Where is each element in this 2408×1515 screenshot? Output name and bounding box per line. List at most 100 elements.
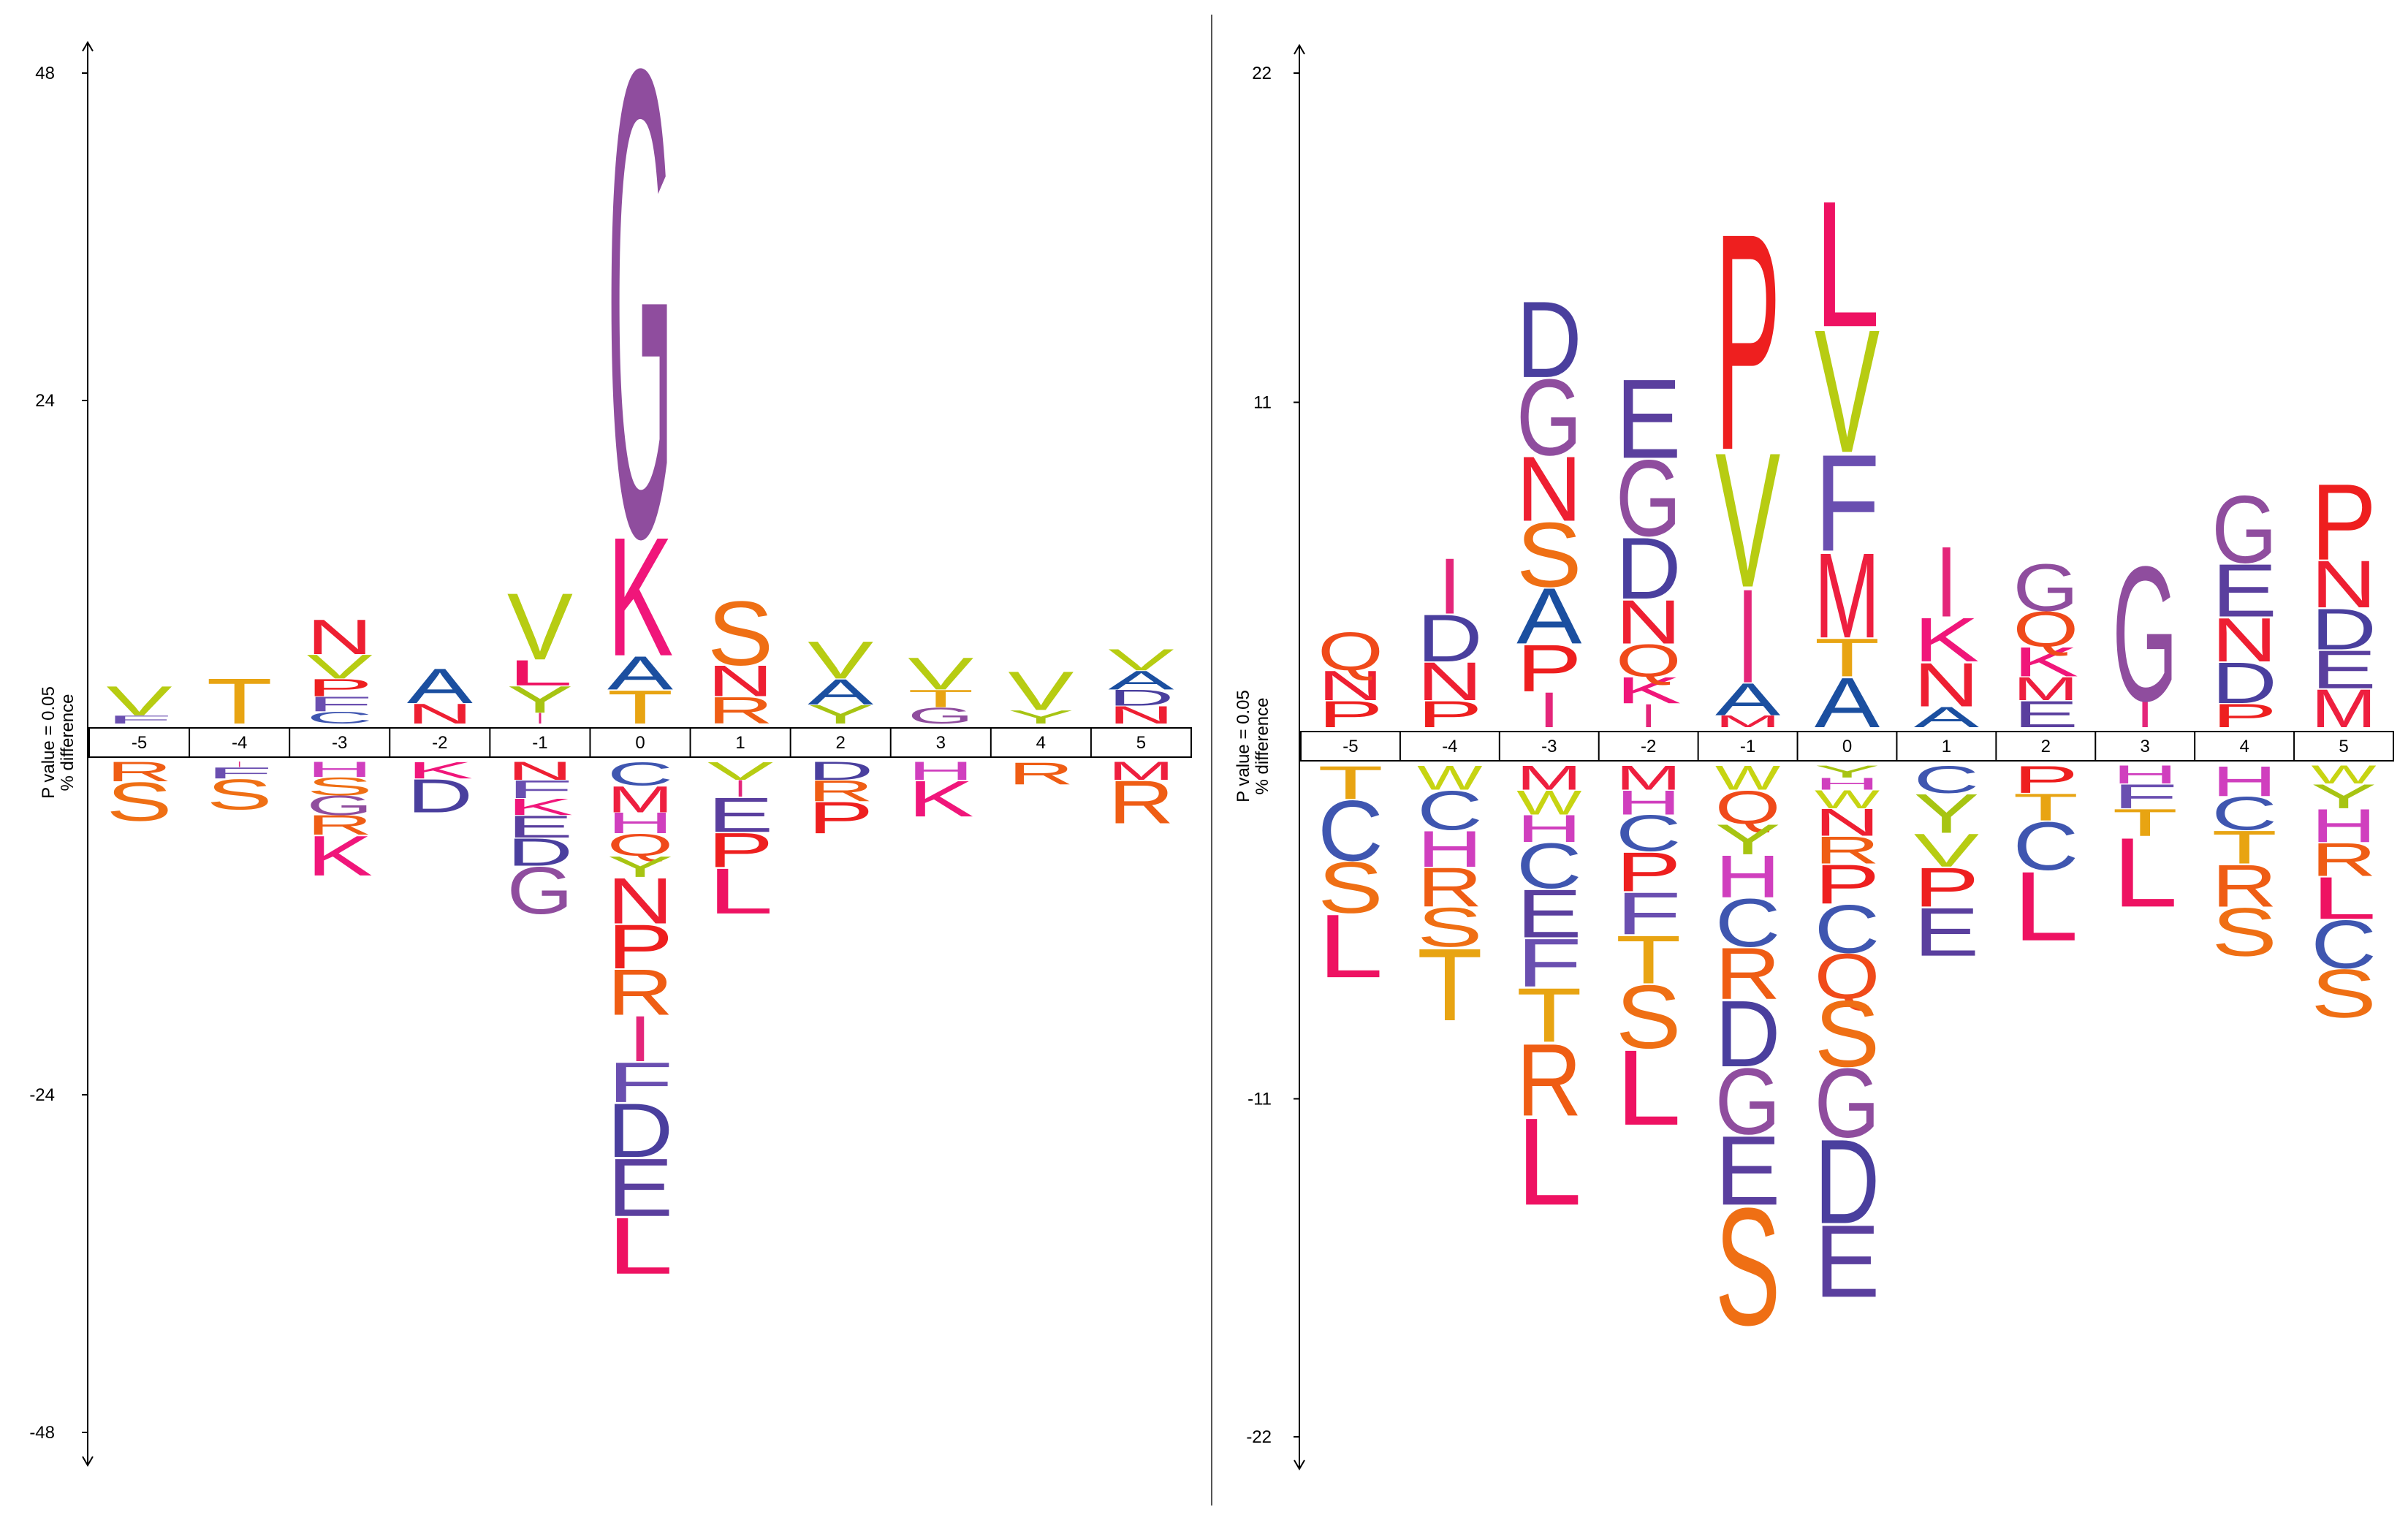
logo-letter-p: P [1616, 841, 1682, 903]
position-label: -5 [1342, 737, 1358, 756]
logo-letter-y: Y [607, 851, 673, 884]
logo-letter-g: G [1616, 438, 1682, 559]
logo-letter-n: N [1417, 651, 1483, 713]
logo-letter-a: A [1715, 674, 1781, 725]
position-label: -1 [1740, 737, 1755, 756]
logo-letter-m: M [1616, 759, 1682, 797]
logo-letter-t: T [2013, 786, 2078, 829]
logo-letter-p: P [707, 822, 773, 877]
logo-letter-s: S [306, 772, 372, 800]
logo-letter-v: V [1108, 643, 1174, 677]
logo-letter-m: M [1108, 757, 1174, 786]
logo-letter-g: G [908, 703, 973, 729]
logo-letter-v: V [1008, 661, 1074, 722]
logo-letter-r: R [1417, 857, 1483, 919]
logo-letter-f: F [2112, 778, 2178, 816]
logo-letter-d: D [407, 770, 473, 823]
logo-letter-h: H [1417, 821, 1483, 878]
logo-letter-d: D [507, 830, 573, 874]
position-box [88, 727, 1192, 758]
logo-letter-i: I [1438, 542, 1461, 631]
logo-letter-d: D [1516, 279, 1582, 400]
logo-letter-i: I [2137, 694, 2153, 736]
y-tick-label: 24 [35, 391, 55, 411]
logo-letter-c: C [306, 708, 372, 727]
logo-letter-c: C [2013, 808, 2078, 884]
position-label: 2 [836, 733, 846, 753]
logo-letter-c: C [1516, 830, 1582, 902]
logo-letter-h: H [908, 757, 973, 786]
logo-letter-s: S [1715, 1173, 1781, 1360]
logo-letter-m: M [1715, 713, 1781, 731]
y-tick-label: 22 [1252, 64, 1272, 83]
logo-letter-s: S [206, 770, 272, 819]
position-label: 4 [1036, 733, 1046, 753]
logo-letter-r: R [1108, 769, 1174, 837]
logo-letter-i: I [536, 710, 543, 727]
logo-letter-d: D [1616, 519, 1682, 618]
logo-letter-d: D [2311, 596, 2377, 662]
logo-letter-l: L [507, 653, 573, 693]
logo-letter-d: D [607, 1088, 673, 1174]
logo-letter-a: A [607, 647, 673, 700]
logo-letter-n: N [306, 610, 372, 664]
logo-letter-k: K [306, 824, 372, 888]
logo-letter-m: M [2013, 670, 2078, 707]
logo-letter-t: T [1516, 972, 1582, 1058]
y-axis-arrow-up [1294, 44, 1305, 55]
logo-letter-m: M [2311, 677, 2377, 739]
logo-letter-p: P [1318, 693, 1383, 735]
logo-letter-g: G [1815, 1047, 1880, 1158]
logo-letter-n: N [1318, 663, 1383, 710]
logo-letter-p: P [1815, 854, 1880, 916]
logo-letter-m: M [607, 778, 673, 820]
logo-letter-v: V [707, 756, 773, 785]
logo-letter-l: L [2013, 851, 2078, 962]
logo-letter-d: D [808, 757, 873, 786]
logo-letter-v: V [908, 648, 973, 699]
logo-letter-r: R [1008, 756, 1074, 791]
logo-letter-t: T [2112, 801, 2178, 844]
logo-letter-y: Y [808, 699, 873, 729]
logo-letter-c: C [1318, 783, 1383, 878]
y-tick-label: 48 [35, 64, 55, 83]
logo-letter-e: E [1815, 1204, 1880, 1320]
position-box [1300, 731, 2394, 762]
logo-letter-p: P [607, 912, 673, 982]
logo-letter-r: R [2311, 833, 2377, 886]
logo-letter-e: E [607, 1142, 673, 1234]
logo-letter-t: T [1616, 922, 1682, 998]
logo-letter-s: S [707, 582, 773, 685]
logo-letter-n: N [1108, 702, 1174, 729]
position-label: -4 [1442, 737, 1457, 756]
logo-letter-r: R [707, 689, 773, 732]
logo-letter-s: S [2311, 955, 2377, 1032]
logo-letter-i: I [1935, 525, 1958, 638]
logo-letter-l: L [707, 854, 773, 927]
logo-letter-d: D [2211, 650, 2277, 716]
position-label: 0 [1842, 737, 1852, 756]
logo-letter-t: T [1815, 627, 1880, 688]
logo-letter-q: Q [2013, 601, 2078, 658]
y-axis-arrow-down [1294, 1459, 1305, 1470]
position-label: -2 [432, 733, 447, 753]
logo-letter-p: P [808, 793, 873, 843]
position-label: 5 [2339, 737, 2348, 756]
logo-letter-k: K [2013, 638, 2078, 685]
logo-letter-n: N [607, 865, 673, 938]
logo-letter-g: G [2112, 527, 2178, 742]
logo-letter-y: Y [507, 678, 573, 721]
logo-letter-f: F [1616, 880, 1682, 947]
logo-letter-y: Y [1815, 762, 1880, 781]
logo-letter-w: W [1815, 785, 1880, 814]
logo-letter-p: P [1715, 169, 1781, 515]
logo-letter-n: N [407, 698, 473, 730]
logo-letter-v: V [507, 574, 573, 680]
logo-letter-f: F [306, 692, 372, 715]
logo-letter-i: I [1641, 697, 1656, 734]
position-label: -1 [532, 733, 547, 753]
logo-letter-h: H [1616, 783, 1682, 822]
y-tick-label: -24 [29, 1085, 55, 1105]
